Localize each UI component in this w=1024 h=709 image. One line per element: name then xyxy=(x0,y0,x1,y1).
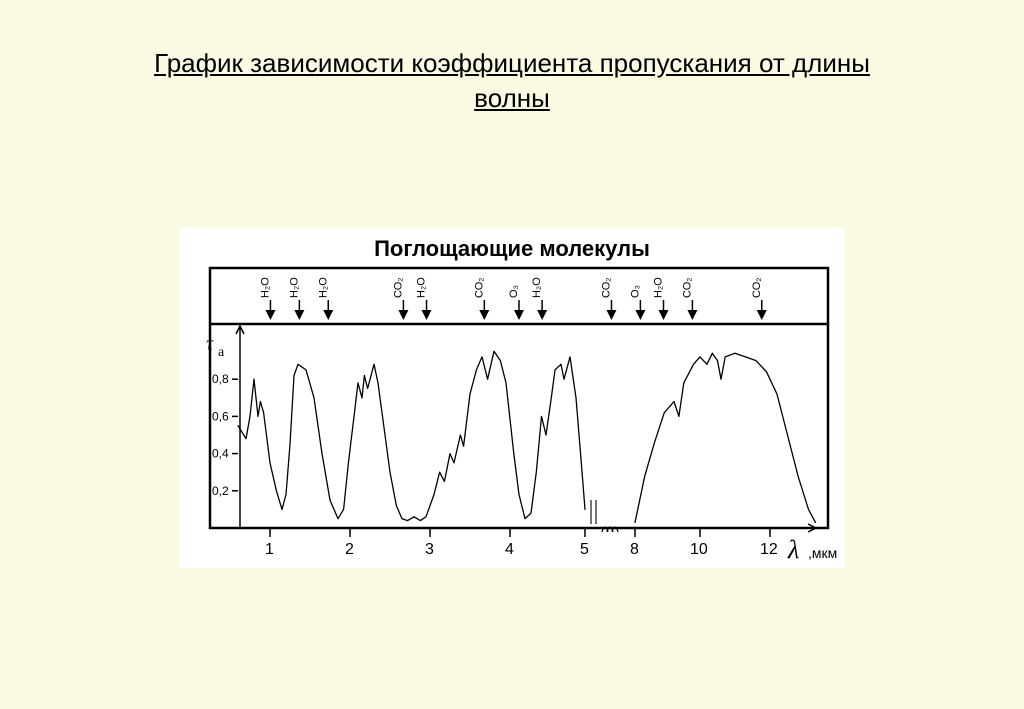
x-tick-label: 2 xyxy=(345,541,354,558)
transmission-curve xyxy=(238,351,585,520)
y-tick-label: 0,2 xyxy=(212,484,229,498)
page-title-line2: волны xyxy=(474,83,550,113)
x-axis-symbol: λ xyxy=(787,535,799,564)
y-tick-label: 0,4 xyxy=(212,447,229,461)
molecule-label: Н₂О xyxy=(653,277,665,298)
page-title-line1: График зависимости коэффициента пропуска… xyxy=(154,48,870,78)
molecule-label: Н₂О xyxy=(259,277,271,298)
y-tick-label: 0,8 xyxy=(212,372,229,386)
y-tick-label: 0,6 xyxy=(212,409,229,423)
molecule-label: Н₂О xyxy=(416,277,428,298)
page-title: График зависимости коэффициента пропуска… xyxy=(0,46,1024,116)
x-tick-label: 5 xyxy=(580,541,589,558)
chart-panel: Поглощающие молекулы Н₂О Н₂О Н₂О СО₂ Н₂О СО₂ О… xyxy=(180,228,844,568)
molecule-label: О₃ xyxy=(508,285,520,298)
x-axis-unit: ,мкм xyxy=(808,545,837,561)
y-axis-title: τ xyxy=(206,333,214,355)
molecule-label: Н₂О xyxy=(288,277,300,298)
transmission-curve xyxy=(635,353,816,522)
x-tick-label: 8 xyxy=(630,541,639,558)
svg-text:a: a xyxy=(218,345,225,360)
chart-title: Поглощающие молекулы xyxy=(180,236,844,262)
x-tick-label: 12 xyxy=(760,541,778,558)
x-tick-label: 4 xyxy=(505,541,514,558)
x-tick-label: 10 xyxy=(690,541,708,558)
transmission-chart: Н₂О Н₂О Н₂О СО₂ Н₂О СО₂ О₃ Н₂О СО₂ О₃ Н₂О СО₂ СО₂ 0,2… xyxy=(180,228,844,568)
molecule-label: СО₂ xyxy=(681,277,693,298)
x-tick-label: 1 xyxy=(265,541,274,558)
molecule-label: СО₂ xyxy=(600,277,612,298)
molecule-label: Н₂О xyxy=(531,277,543,298)
molecule-label: Н₂О xyxy=(317,277,329,298)
molecule-label: СО₂ xyxy=(751,277,763,298)
molecule-label: О₃ xyxy=(629,285,641,298)
molecule-label: СО₂ xyxy=(473,277,485,298)
x-tick-label: 3 xyxy=(425,541,434,558)
molecule-label: СО₂ xyxy=(392,277,404,298)
